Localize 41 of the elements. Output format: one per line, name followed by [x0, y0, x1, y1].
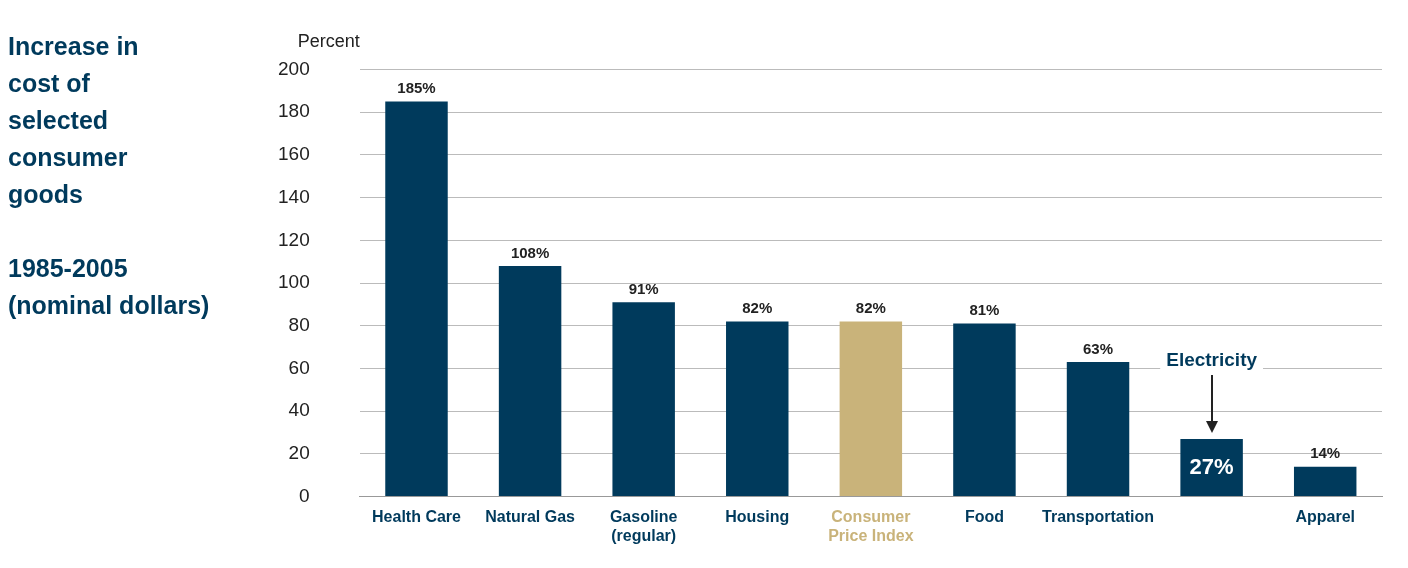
- bar: [498, 265, 562, 497]
- y-tick-label: 0: [299, 484, 310, 506]
- text: 1985-2005 (nominal dollars): [8, 253, 211, 321]
- data-label: 108%: [510, 243, 550, 261]
- x-tick-label: Consumer Price Index: [828, 507, 914, 544]
- y-tick-label: 40: [288, 399, 310, 421]
- y-tick-label: 80: [288, 313, 310, 335]
- y-tick-label: 120: [278, 228, 310, 250]
- y-tick-label: 60: [288, 356, 310, 378]
- data-label: 82%: [855, 299, 886, 317]
- x-tick-label: Gasoline (regular): [609, 507, 678, 544]
- y-tick-label: 160: [278, 143, 310, 165]
- data-label: 91%: [628, 279, 659, 297]
- bar: [1066, 362, 1130, 497]
- bar: [839, 321, 903, 497]
- bar: [612, 302, 675, 497]
- data-label: 63%: [1083, 339, 1114, 357]
- data-label: 81%: [969, 301, 1000, 319]
- y-tick-label: 100: [278, 271, 310, 293]
- text: Increase in cost of selected consumer goods: [8, 31, 140, 210]
- x-tick-label: Natural Gas: [485, 507, 576, 525]
- data-label: 27%: [1189, 453, 1234, 479]
- x-tick-label: Transportation: [1042, 507, 1155, 525]
- bar: [385, 101, 448, 497]
- y-axis-title: Percent: [297, 31, 360, 52]
- x-tick-label: Health Care: [372, 507, 462, 525]
- annotation: Electricity: [1166, 349, 1258, 371]
- bar: [1180, 438, 1243, 497]
- data-label: 82%: [742, 299, 773, 317]
- bar: [1293, 466, 1357, 497]
- x-tick-label: Food: [964, 507, 1004, 525]
- data-label: 14%: [1310, 444, 1341, 462]
- x-tick-label: Apparel: [1295, 507, 1355, 525]
- data-label: 185%: [397, 79, 436, 97]
- bar: [953, 323, 1016, 497]
- y-tick-label: 140: [278, 185, 310, 207]
- x-tick-label: Housing: [725, 507, 790, 525]
- y-tick-label: 20: [288, 442, 310, 464]
- y-tick-label: 200: [278, 57, 310, 79]
- y-tick-label: 180: [278, 100, 310, 122]
- bar: [726, 321, 789, 497]
